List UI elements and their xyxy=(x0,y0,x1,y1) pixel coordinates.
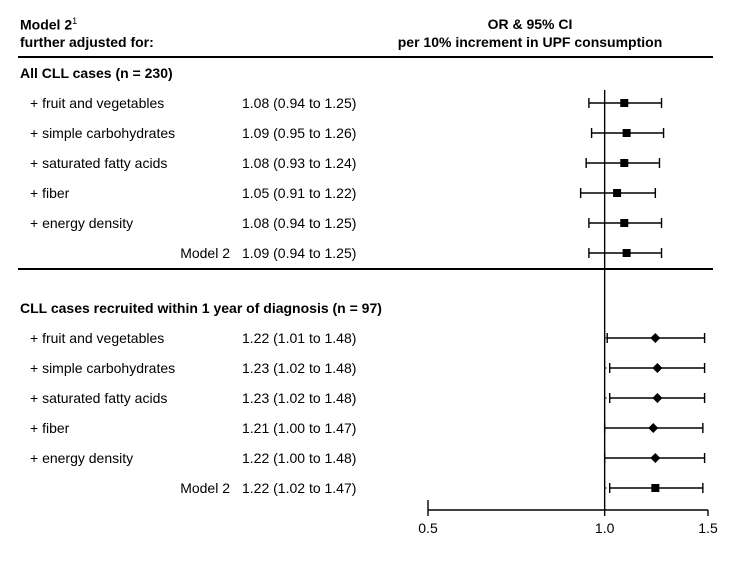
row-label: + saturated fatty acids xyxy=(30,390,230,406)
row-stat: 1.09 (0.94 to 1.25) xyxy=(242,245,356,261)
row-stat: 1.22 (1.02 to 1.47) xyxy=(242,480,356,496)
row-stat: 1.08 (0.94 to 1.25) xyxy=(242,215,356,231)
row-label: + fiber xyxy=(30,185,230,201)
row-stat: 1.09 (0.95 to 1.26) xyxy=(242,125,356,141)
row-label: + fruit and vegetables xyxy=(30,330,230,346)
row-stat: 1.08 (0.94 to 1.25) xyxy=(242,95,356,111)
header-left-line2: further adjusted for: xyxy=(20,34,154,52)
row-stat: 1.05 (0.91 to 1.22) xyxy=(242,185,356,201)
divider-mid xyxy=(18,268,713,270)
row-label: + energy density xyxy=(30,450,230,466)
row-label: + fruit and vegetables xyxy=(30,95,230,111)
row-stat: 1.23 (1.02 to 1.48) xyxy=(242,390,356,406)
section-a-title: All CLL cases (n = 230) xyxy=(20,65,173,81)
row-label: + simple carbohydrates xyxy=(30,125,230,141)
axis-tick-label: 1.0 xyxy=(595,520,614,536)
axis-tick-label: 1.5 xyxy=(698,520,717,536)
row-stat: 1.22 (1.00 to 1.48) xyxy=(242,450,356,466)
row-label: + fiber xyxy=(30,420,230,436)
forest-plot xyxy=(418,60,718,580)
row-stat: 1.23 (1.02 to 1.48) xyxy=(242,360,356,376)
header-right-line2: per 10% increment in UPF consumption xyxy=(360,34,700,52)
row-label: Model 2 xyxy=(20,480,230,496)
divider-top xyxy=(18,56,713,58)
forest-plot-figure: Model 21 further adjusted for: OR & 95% … xyxy=(0,0,729,586)
row-stat: 1.22 (1.01 to 1.48) xyxy=(242,330,356,346)
header-left: Model 21 further adjusted for: xyxy=(20,16,154,52)
row-label: + saturated fatty acids xyxy=(30,155,230,171)
header-left-line1: Model 21 xyxy=(20,16,154,34)
row-stat: 1.21 (1.00 to 1.47) xyxy=(242,420,356,436)
row-label: + energy density xyxy=(30,215,230,231)
axis-tick-label: 0.5 xyxy=(418,520,437,536)
header-right-line1: OR & 95% CI xyxy=(360,16,700,34)
row-label: Model 2 xyxy=(20,245,230,261)
row-stat: 1.08 (0.93 to 1.24) xyxy=(242,155,356,171)
section-b-title: CLL cases recruited within 1 year of dia… xyxy=(20,300,382,316)
row-label: + simple carbohydrates xyxy=(30,360,230,376)
forest-plot-svg xyxy=(418,60,718,580)
header-right: OR & 95% CI per 10% increment in UPF con… xyxy=(360,16,700,51)
